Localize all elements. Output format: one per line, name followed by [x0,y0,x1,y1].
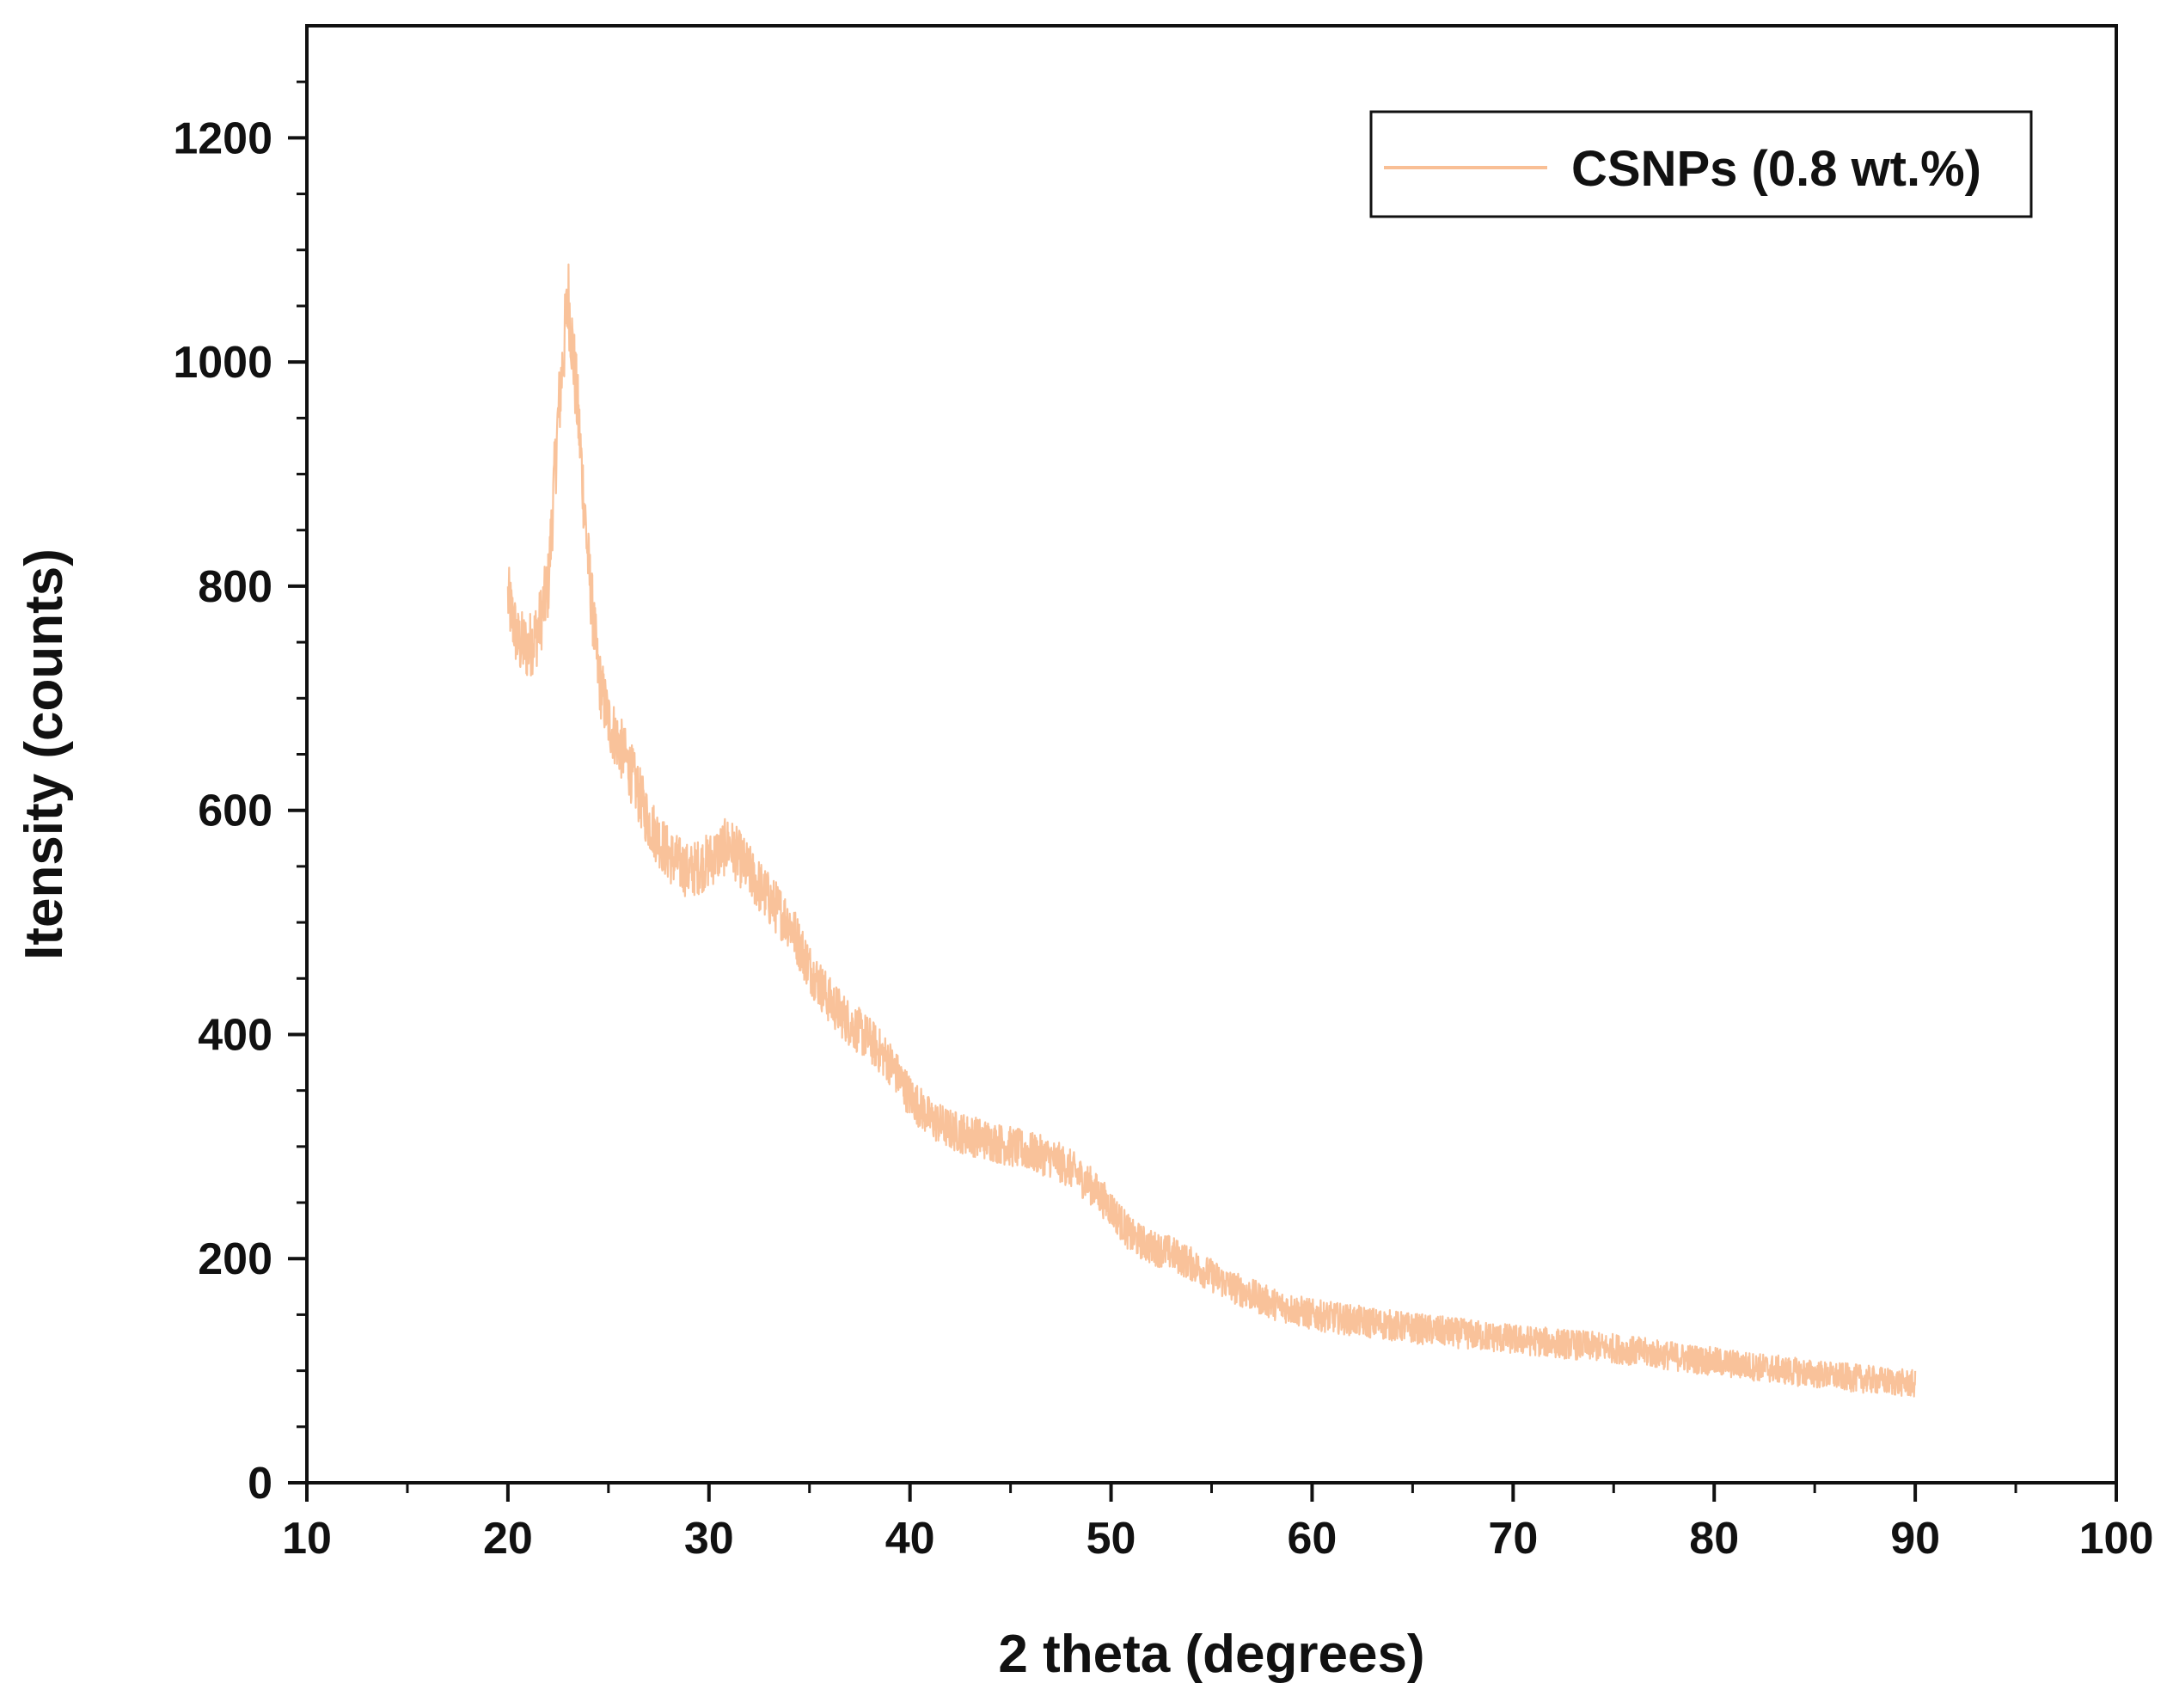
y-tick-label: 600 [198,787,272,836]
y-tick-label: 0 [248,1459,272,1509]
x-tick-label: 40 [885,1514,935,1564]
y-axis: 0 200 400 600 800 1000 1200 [173,80,307,1509]
x-tick-label: 50 [1087,1514,1136,1564]
y-tick-label: 800 [198,562,272,612]
series-layer [506,263,1917,1398]
x-tick-label: 70 [1488,1514,1538,1564]
x-axis: 10 20 30 40 50 60 70 80 90 100 [282,1483,2153,1564]
x-tick-label: 30 [684,1514,734,1564]
x-tick-label: 80 [1689,1514,1739,1564]
y-tick-label: 1000 [173,338,272,388]
y-tick-label: 200 [198,1234,272,1284]
y-axis-title: Itensity (counts) [15,548,74,960]
legend-box [1369,110,2033,218]
y-tick-label: 400 [198,1010,272,1060]
x-tick-label: 20 [483,1514,533,1564]
x-tick-label: 90 [1890,1514,1940,1564]
x-tick-label: 10 [282,1514,332,1564]
legend-label: CSNPs (0.8 wt.%) [1571,141,1981,197]
x-axis-title: 2 theta (degrees) [998,1625,1424,1684]
y-tick-label: 1200 [173,113,272,163]
series-line [506,263,1917,1398]
x-tick-label: 100 [2079,1514,2154,1564]
legend: CSNPs (0.8 wt.%) [1369,110,2033,218]
x-tick-label: 60 [1288,1514,1338,1564]
